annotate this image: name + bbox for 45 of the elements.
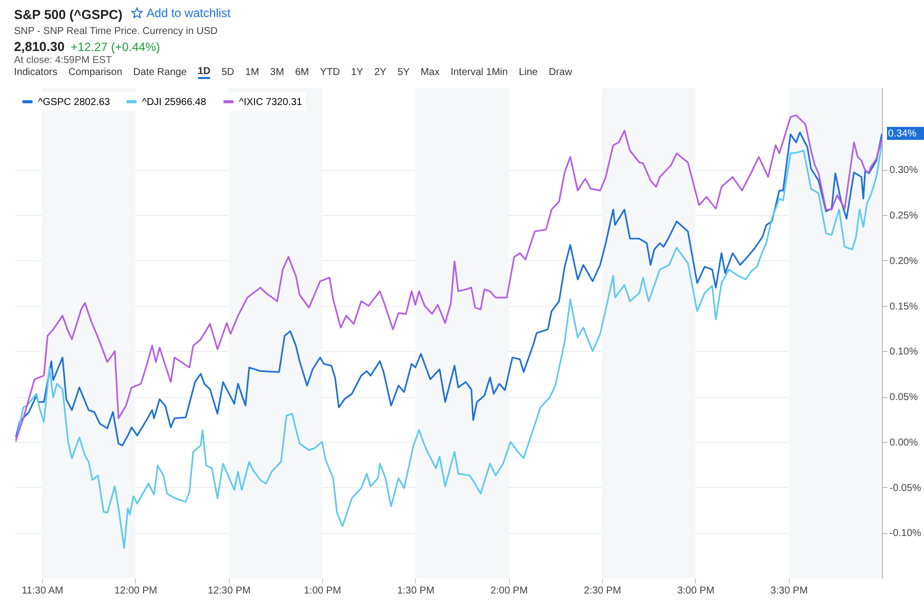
x-tick-label: 3:00 PM [677,586,714,596]
text: At close: 4:59PM EST [14,55,113,66]
text: 5D [221,67,234,78]
text: Max [420,67,440,78]
text: 1Y [350,67,364,78]
x-tick-label: 2:30 PM [584,586,622,596]
text: Draw [548,67,572,78]
text: Comparison [68,67,122,78]
x-tick-label: 1:00 PM [304,586,342,596]
legend-label: ^DJI 25966.48 [142,96,207,108]
text: Line [518,67,538,78]
text: 2,810.30 [14,39,65,54]
line-series [15,142,882,549]
y-tick-label: 0.20% [890,256,918,267]
x-tick-label: 12:30 PM [208,586,251,596]
text: +12.27 (+0.44%) [70,40,160,54]
legend-label: ^GSPC 2802.63 [38,96,110,108]
x-tick-label: 2:00 PM [490,586,528,596]
y-tick-label: 0.30% [890,165,918,176]
text: 1M [245,67,260,78]
text: Indicators [14,67,58,78]
text: Add to watchlist [146,6,231,20]
y-tick-label: -0.10% [890,528,922,540]
text: 2Y [374,67,386,78]
text: 3M [270,67,284,78]
text: 6M [295,67,309,78]
chart-title: S&P 500 (^GSPC) [14,7,123,22]
chart-subtitle: SNP - SNP Real Time Price. Currency in USD [14,26,219,37]
annotation: 0.34% [888,128,916,140]
y-tick-label: 0.15% [890,301,918,312]
y-tick-label: 0.05% [890,392,918,404]
text: 5Y [397,67,410,78]
x-tick-label: 3:30 PM [770,586,808,596]
text: 1D [198,66,210,79]
y-tick-label: -0.05% [890,482,922,494]
legend-label: ^IXIC 7320.31 [239,96,303,108]
x-tick-label: 1:30 PM [397,586,434,596]
y-tick-label: 0.00% [890,437,918,448]
y-tick-label: 0.10% [890,346,918,358]
text: YTD [320,67,340,78]
text: Interval 1Min [450,67,508,78]
x-tick-label: 11:30 AM [22,586,64,596]
x-tick-label: 12:00 PM [114,586,158,596]
y-tick-label: 0.25% [890,210,918,222]
text: Date Range [133,67,187,78]
